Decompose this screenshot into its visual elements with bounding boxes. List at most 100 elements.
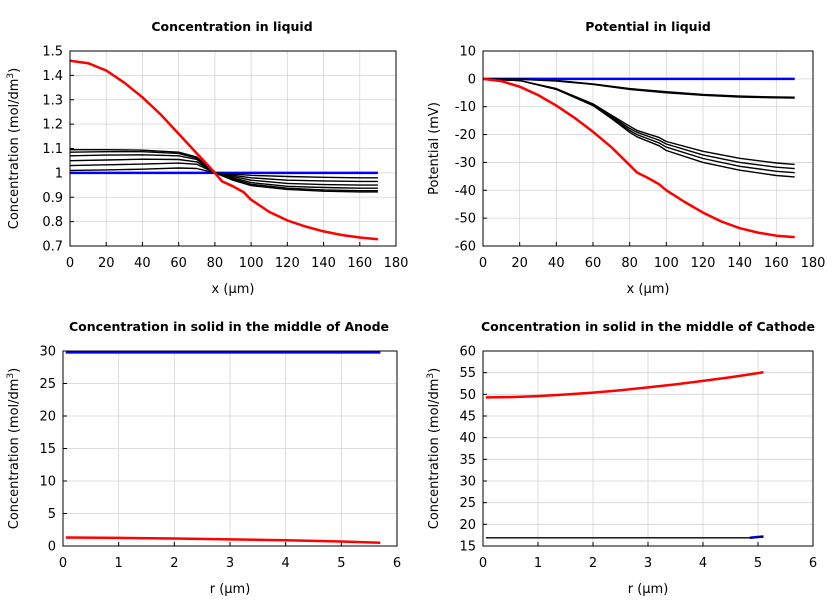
y-tick-label: 55 — [459, 366, 476, 381]
x-tick-label: 20 — [98, 256, 115, 271]
series-line-7 — [483, 78, 795, 178]
x-axis-label: r (µm) — [210, 582, 251, 597]
chart-title: Concentration in solid in the middle of … — [481, 319, 815, 334]
series-line-3 — [485, 370, 764, 399]
x-tick-label: 0 — [479, 556, 487, 571]
x-tick-label: 2 — [170, 556, 178, 571]
y-axis-label-superscript: 3 — [6, 73, 16, 79]
plot-frame — [69, 50, 397, 247]
x-tick-label: 2 — [589, 556, 597, 571]
y-tick-label: -30 — [455, 156, 476, 171]
series-group — [483, 77, 795, 239]
x-tick-label: 5 — [754, 556, 762, 571]
plot-frame — [482, 50, 814, 247]
chart-title: Potential in liquid — [585, 19, 711, 34]
y-tick-label: 1.1 — [42, 142, 63, 157]
series-group — [65, 351, 381, 545]
x-tick-label: 80 — [207, 256, 224, 271]
x-tick-label: 180 — [801, 256, 826, 271]
x-tick-label: 4 — [282, 556, 290, 571]
y-tick-label: 0 — [468, 72, 476, 87]
y-tick-label: 10 — [39, 475, 56, 490]
y-tick-label: 45 — [459, 410, 476, 425]
x-tick-label: 6 — [809, 556, 817, 571]
x-tick-label: 0 — [59, 556, 67, 571]
y-tick-label: 1.2 — [42, 118, 63, 133]
x-tick-label: 5 — [337, 556, 345, 571]
y-axis-label: Potential (mV) — [427, 102, 442, 195]
y-tick-label: 40 — [459, 431, 476, 446]
series-line-7 — [70, 148, 378, 193]
chart-title: Concentration in solid in the middle of … — [69, 319, 389, 334]
x-tick-label: 120 — [275, 256, 300, 271]
y-tick-label: 15 — [39, 442, 56, 457]
y-tick-label: 1.5 — [42, 45, 63, 60]
y-axis-label-text: Concentration (mol/dm — [7, 79, 22, 230]
x-tick-label: 80 — [621, 256, 638, 271]
series-line-6 — [483, 78, 795, 174]
y-tick-label: 1.3 — [42, 93, 63, 108]
y-axis-label-text: Potential (mV) — [427, 102, 442, 195]
y-axis-label-superscript: 3 — [426, 373, 436, 379]
x-tick-label: 140 — [311, 256, 336, 271]
x-tick-label: 40 — [548, 256, 565, 271]
y-tick-label: 20 — [39, 410, 56, 425]
y-tick-label: 30 — [459, 475, 476, 490]
chart-title: Concentration in liquid — [151, 19, 312, 34]
plot-frame — [62, 350, 398, 547]
series-line-8 — [483, 77, 795, 239]
y-tick-label: 60 — [459, 345, 476, 360]
x-tick-label: 20 — [511, 256, 528, 271]
y-tick-label: 50 — [459, 388, 476, 403]
y-axis-label-end: ) — [7, 68, 22, 73]
y-tick-label: -20 — [455, 128, 476, 143]
y-tick-label: 1.4 — [42, 69, 63, 84]
series-group — [70, 59, 379, 241]
x-tick-label: 6 — [393, 556, 401, 571]
y-tick-label: -60 — [455, 240, 476, 255]
x-tick-label: 140 — [727, 256, 752, 271]
x-tick-label: 0 — [479, 256, 487, 271]
y-tick-label: 25 — [39, 377, 56, 392]
y-axis-label-end: ) — [427, 368, 442, 373]
y-tick-label: 0.7 — [42, 240, 63, 255]
x-tick-label: 160 — [347, 256, 372, 271]
series-line-3 — [65, 536, 381, 545]
y-tick-label: 30 — [39, 345, 56, 360]
y-tick-label: 5 — [48, 507, 56, 522]
y-axis-label-superscript: 3 — [6, 373, 16, 379]
x-axis-label: r (µm) — [628, 582, 669, 597]
x-tick-label: 1 — [115, 556, 123, 571]
x-tick-label: 180 — [384, 256, 409, 271]
plot-frame — [482, 350, 814, 547]
y-tick-label: 0 — [48, 540, 56, 555]
chart-panel-1: 0 20 40 60 80 100 120 140 160 180 0.7 0.8 0.9 1 1.1 1.2… — [6, 19, 408, 297]
x-tick-label: 1 — [534, 556, 542, 571]
x-tick-label: 60 — [585, 256, 602, 271]
y-axis-label: Concentration (mol/dm3) — [426, 368, 442, 530]
y-tick-label: 10 — [459, 45, 476, 60]
y-tick-label: 15 — [459, 540, 476, 555]
series-line-3 — [483, 78, 795, 99]
y-tick-label: -50 — [455, 212, 476, 227]
y-tick-label: 0.9 — [42, 191, 63, 206]
y-tick-label: 20 — [459, 518, 476, 533]
x-tick-label: 100 — [654, 256, 679, 271]
x-tick-label: 4 — [699, 556, 707, 571]
x-tick-label: 100 — [239, 256, 264, 271]
y-tick-label: -10 — [455, 100, 476, 115]
series-line-2 — [485, 536, 764, 539]
y-tick-label: 0.8 — [42, 215, 63, 230]
y-axis-label-text: Concentration (mol/dm — [7, 379, 22, 530]
x-tick-label: 120 — [691, 256, 716, 271]
y-axis-label-text: Concentration (mol/dm — [427, 379, 442, 530]
x-tick-label: 3 — [226, 556, 234, 571]
x-tick-label: 60 — [170, 256, 187, 271]
y-tick-label: -40 — [455, 184, 476, 199]
y-tick-label: 1 — [55, 166, 63, 181]
x-axis-label: x (µm) — [212, 282, 255, 297]
x-axis-label: x (µm) — [627, 282, 670, 297]
x-tick-label: 3 — [644, 556, 652, 571]
series-line-2 — [483, 78, 795, 98]
